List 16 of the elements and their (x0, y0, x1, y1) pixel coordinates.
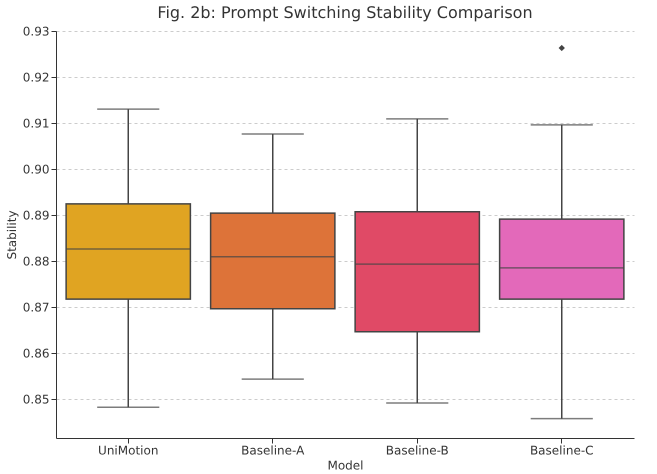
y-axis-title: Stability (4, 210, 19, 260)
y-tick-label: 0.86 (22, 346, 50, 360)
x-tick-label: Baseline-A (241, 444, 306, 458)
x-tick-label: UniMotion (98, 444, 158, 458)
x-axis-title: Model (327, 458, 364, 472)
y-tick-label: 0.87 (22, 300, 50, 314)
y-tick-label: 0.92 (22, 70, 50, 84)
y-tick-label: 0.89 (22, 208, 50, 222)
y-tick-label: 0.91 (22, 116, 50, 130)
x-tick-label: Baseline-C (530, 444, 594, 458)
y-tick-label: 0.88 (22, 254, 50, 268)
y-tick-label: 0.93 (22, 24, 50, 38)
chart-title: Fig. 2b: Prompt Switching Stability Comparison (157, 3, 533, 22)
y-tick-label: 0.90 (22, 162, 50, 176)
y-tick-label: 0.85 (22, 392, 50, 406)
x-tick-label: Baseline-B (386, 444, 449, 458)
